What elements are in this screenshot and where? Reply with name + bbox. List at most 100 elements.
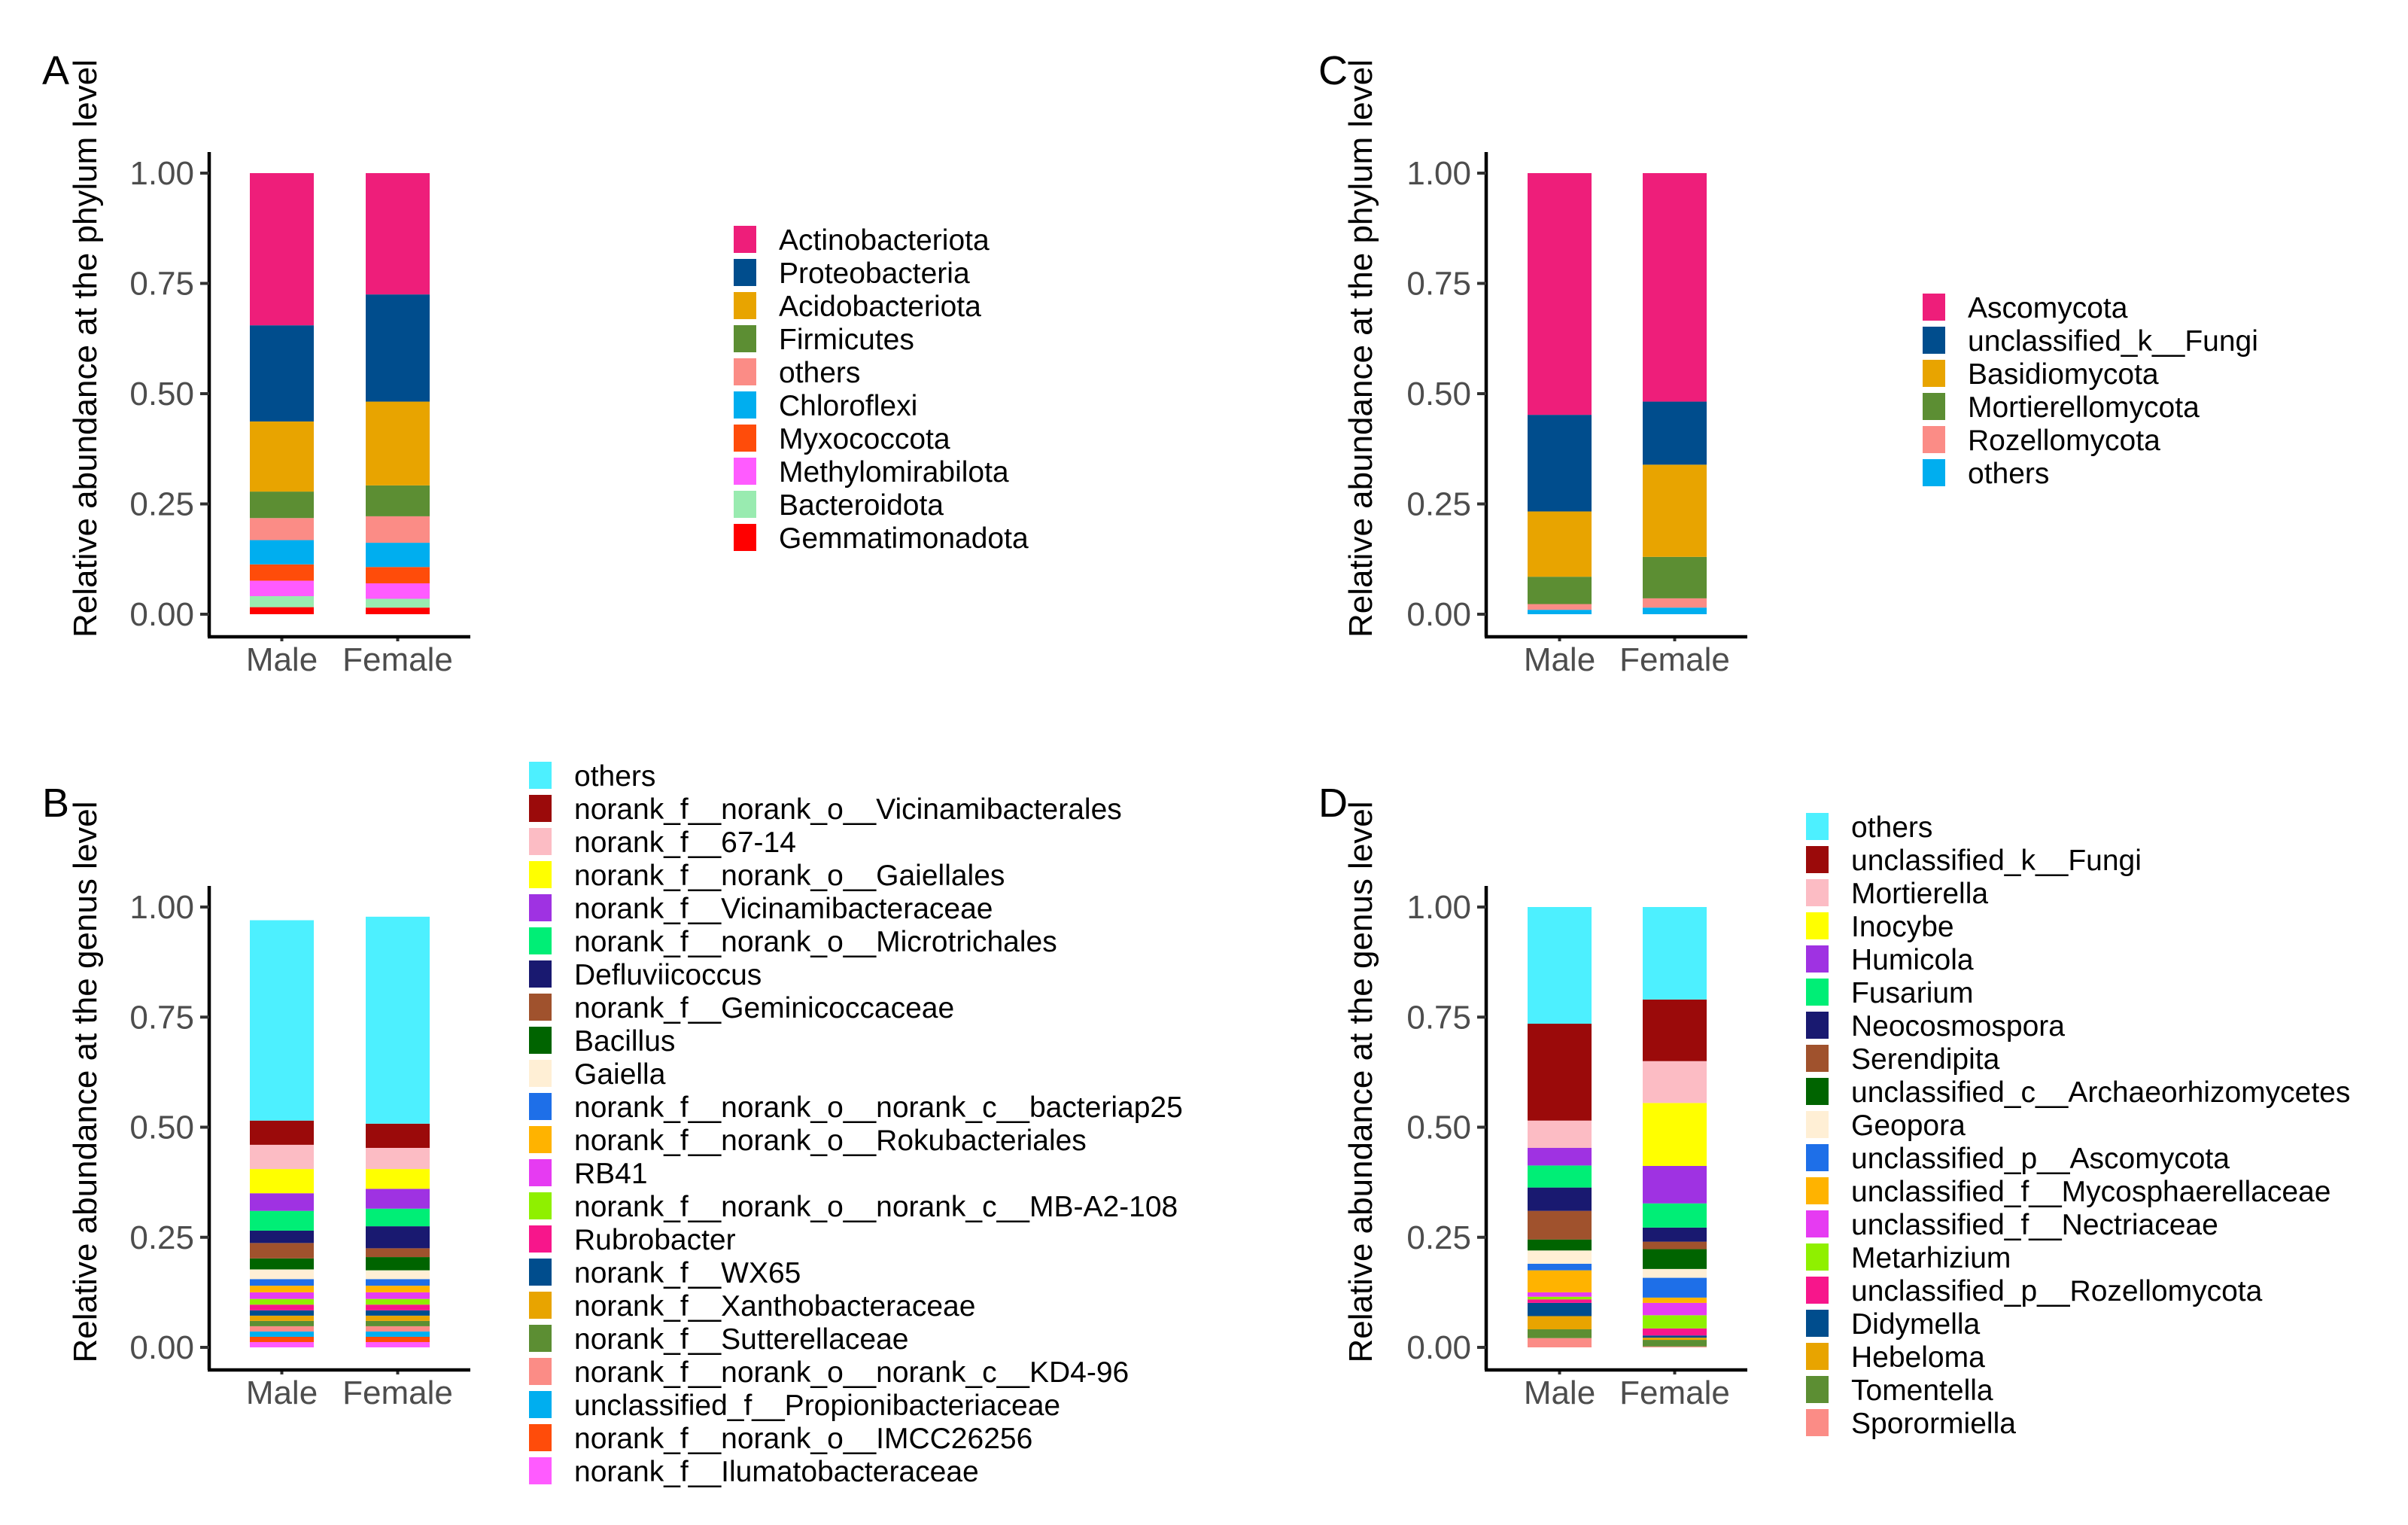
legend-item: RB41 xyxy=(529,1158,648,1190)
legend-item: Bacteroidota xyxy=(734,489,944,522)
bar-segment xyxy=(250,580,314,596)
legend-label: others xyxy=(574,760,655,793)
legend-label: norank_f__norank_o__norank_c__KD4-96 xyxy=(574,1356,1129,1389)
bar-segment xyxy=(1528,173,1592,415)
legend-item: unclassified_f__Propionibacteriaceae xyxy=(529,1390,1060,1422)
bar-segment xyxy=(1528,907,1592,1024)
legend-swatch xyxy=(1806,1045,1829,1072)
bar-segment xyxy=(1528,1147,1592,1166)
y-axis-title: Relative abundance at the genus level xyxy=(67,801,104,1362)
bar-segment xyxy=(1643,1165,1707,1204)
legend-label: Rozellomycota xyxy=(1968,425,2160,457)
legend-label: Acidobacteriota xyxy=(779,291,981,323)
bar-segment xyxy=(250,1243,314,1259)
bar-segment xyxy=(1528,415,1592,512)
bar-segment xyxy=(366,1331,430,1337)
y-tick-label: 0.25 xyxy=(1406,486,1471,523)
legend-swatch xyxy=(529,828,552,855)
bar-segment xyxy=(366,1320,430,1326)
legend-label: Myxococcota xyxy=(779,423,950,455)
legend-swatch xyxy=(529,762,552,789)
legend-swatch xyxy=(529,1325,552,1352)
legend-swatch xyxy=(1806,912,1829,939)
bar-segment xyxy=(250,173,314,326)
y-tick-label: 0.00 xyxy=(1406,596,1471,633)
bar-segment xyxy=(366,401,430,486)
legend-item: Firmicutes xyxy=(734,324,914,356)
legend-label: Mortierellomycota xyxy=(1968,391,2200,424)
bar-segment xyxy=(250,1298,314,1305)
legend-item: norank_f__norank_o__norank_c__bacteriap2… xyxy=(529,1091,1183,1124)
bar-segment xyxy=(250,1230,314,1243)
legend-swatch xyxy=(529,861,552,888)
legend-item: unclassified_p__Ascomycota xyxy=(1806,1143,2230,1175)
legend-swatch xyxy=(734,458,756,485)
legend-item: unclassified_f__Mycosphaerellaceae xyxy=(1806,1176,2330,1208)
bar-segment xyxy=(1528,1292,1592,1297)
bar-segment xyxy=(1643,1103,1707,1166)
bar-segment xyxy=(366,1257,430,1271)
bar-segment xyxy=(1643,1277,1707,1298)
legend-swatch xyxy=(1806,879,1829,906)
legend-label: Metarhizium xyxy=(1851,1242,2011,1274)
legend-item: Proteobacteria xyxy=(734,257,970,290)
bar-segment xyxy=(250,1210,314,1231)
legend-swatch xyxy=(734,425,756,452)
bar-segment xyxy=(1528,1187,1592,1211)
x-tick-label: Male xyxy=(246,1374,318,1411)
bar-male xyxy=(1528,173,1592,614)
x-tick-label: Male xyxy=(246,641,318,678)
legend-item: norank_f__norank_o__Gaiellales xyxy=(529,860,1005,892)
bar-segment xyxy=(250,421,314,492)
y-tick-label: 0.50 xyxy=(129,1110,194,1146)
legend-swatch xyxy=(1923,426,1945,453)
legend-swatch xyxy=(1806,813,1829,840)
legend-label: Tomentella xyxy=(1851,1374,1993,1407)
bar-segment xyxy=(1643,1328,1707,1336)
legend-item: others xyxy=(1806,811,1932,844)
bar-segment xyxy=(250,1286,314,1292)
legend-item: norank_f__WX65 xyxy=(529,1257,801,1289)
bar-female xyxy=(366,173,430,614)
legend-swatch xyxy=(1806,1376,1829,1403)
y-tick-label: 0.25 xyxy=(1406,1219,1471,1256)
legend-label: Basidiomycota xyxy=(1968,358,2159,391)
legend-label: norank_f__Ilumatobacteraceae xyxy=(574,1456,979,1488)
legend-swatch xyxy=(529,1192,552,1219)
legend-swatch xyxy=(1806,1243,1829,1271)
legend: othersunclassified_k__FungiMortierellaIn… xyxy=(1806,811,2350,1440)
bar-segment xyxy=(366,1189,430,1209)
legend-label: unclassified_c__Archaeorhizomycetes xyxy=(1851,1076,2350,1109)
y-tick-label: 0.75 xyxy=(129,999,194,1036)
y-tick-label: 0.75 xyxy=(129,266,194,303)
legend-item: others xyxy=(529,760,655,793)
bar-male xyxy=(250,920,314,1347)
bar-segment xyxy=(1528,1299,1592,1303)
bar-segment xyxy=(1528,1316,1592,1330)
legend-swatch xyxy=(529,1358,552,1385)
legend-item: Mortierella xyxy=(1806,878,1988,910)
legend-swatch xyxy=(734,226,756,253)
bar-segment xyxy=(366,1326,430,1332)
y-tick-label: 0.25 xyxy=(129,1219,194,1256)
panel-letter: A xyxy=(42,48,69,93)
legend-label: Hebeloma xyxy=(1851,1341,1985,1374)
bar-male xyxy=(1528,907,1592,1347)
legend: ActinobacteriotaProteobacteriaAcidobacte… xyxy=(734,224,1029,555)
legend-label: norank_f__Sutterellaceae xyxy=(574,1323,908,1356)
bar-female xyxy=(1643,173,1707,614)
legend-swatch xyxy=(734,259,756,286)
legend-swatch xyxy=(529,1126,552,1153)
bar-segment xyxy=(1528,1329,1592,1338)
bar-segment xyxy=(1528,1270,1592,1292)
bar-female xyxy=(1643,907,1707,1347)
legend-item: Basidiomycota xyxy=(1923,358,2159,391)
bar-segment xyxy=(250,1320,314,1326)
bar-segment xyxy=(366,567,430,583)
legend-item: norank_f__norank_o__Microtrichales xyxy=(529,926,1057,958)
legend-swatch xyxy=(734,292,756,319)
legend-item: norank_f__norank_o__norank_c__MB-A2-108 xyxy=(529,1191,1178,1223)
legend-swatch xyxy=(1806,1078,1829,1105)
legend-swatch xyxy=(529,795,552,822)
